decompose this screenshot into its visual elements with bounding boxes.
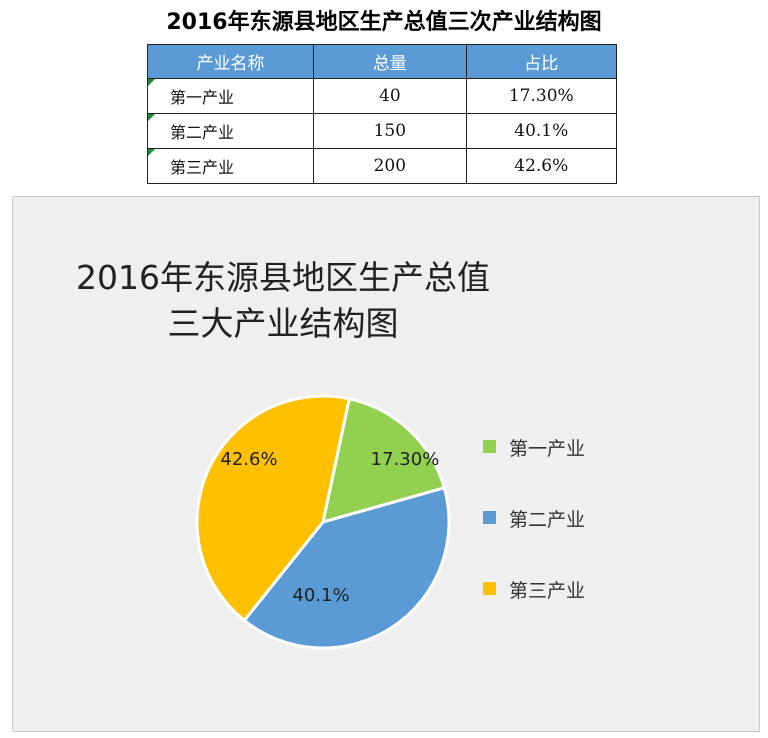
legend-item: 第一产业 bbox=[483, 434, 643, 460]
cell-marker-icon bbox=[148, 79, 155, 86]
table-cell: 200 bbox=[313, 148, 467, 184]
table-cell: 42.6% bbox=[465, 148, 618, 184]
pie-slice-2 bbox=[242, 486, 451, 650]
header-total: 总量 bbox=[313, 44, 467, 79]
chart-area: 2016年东源县地区生产总值 三大产业结构图 17.30% 40.1% 42.6% … bbox=[12, 196, 760, 732]
pie-slice-1 bbox=[321, 396, 447, 525]
table-cell: 40 bbox=[313, 78, 467, 114]
legend-item: 第三产业 bbox=[483, 576, 643, 602]
table-cell: 40.1% bbox=[465, 113, 618, 149]
table-row: 第二产业 150 40.1% bbox=[146, 113, 618, 149]
legend-item: 第二产业 bbox=[483, 505, 643, 531]
table-row: 第一产业 40 17.30% bbox=[146, 78, 618, 114]
table-cell: 第二产业 bbox=[146, 113, 315, 149]
page-title: 2016年东源县地区生产总值三次产业结构图 bbox=[166, 10, 602, 35]
data-label: 40.1% bbox=[292, 585, 349, 606]
data-label: 42.6% bbox=[220, 449, 277, 470]
legend-swatch bbox=[483, 582, 496, 595]
cell-marker-icon bbox=[148, 114, 155, 121]
header-share: 占比 bbox=[465, 44, 618, 79]
pie-slice-3 bbox=[195, 394, 351, 623]
header-name: 产业名称 bbox=[146, 44, 315, 79]
legend-swatch bbox=[483, 440, 496, 453]
legend-swatch bbox=[483, 511, 496, 524]
cell-text: 第三产业 bbox=[170, 158, 235, 177]
legend-label: 第二产业 bbox=[509, 509, 586, 531]
cell-text: 第一产业 bbox=[170, 88, 235, 107]
chart-title-line2: 三大产业结构图 bbox=[167, 304, 399, 343]
chart-title-line1: 2016年东源县地区生产总值 bbox=[76, 258, 490, 297]
chart-title: 2016年东源县地区生产总值 三大产业结构图 bbox=[13, 255, 553, 347]
table-cell: 150 bbox=[313, 113, 467, 149]
table-cell: 17.30% bbox=[465, 78, 618, 114]
pie-chart: 17.30% 40.1% 42.6% bbox=[195, 394, 451, 650]
cell-text: 第二产业 bbox=[170, 123, 235, 142]
table-cell: 第一产业 bbox=[146, 78, 315, 114]
data-table: 产业名称 总量 占比 第一产业 40 17.30% 第二产业 150 40.1%… bbox=[146, 44, 618, 184]
legend-label: 第三产业 bbox=[509, 580, 586, 602]
table-row: 第三产业 200 42.6% bbox=[146, 148, 618, 184]
table-cell: 第三产业 bbox=[146, 148, 315, 184]
cell-marker-icon bbox=[148, 149, 155, 156]
data-label: 17.30% bbox=[371, 449, 440, 470]
table-header-row: 产业名称 总量 占比 bbox=[146, 44, 618, 79]
legend-label: 第一产业 bbox=[509, 438, 586, 460]
